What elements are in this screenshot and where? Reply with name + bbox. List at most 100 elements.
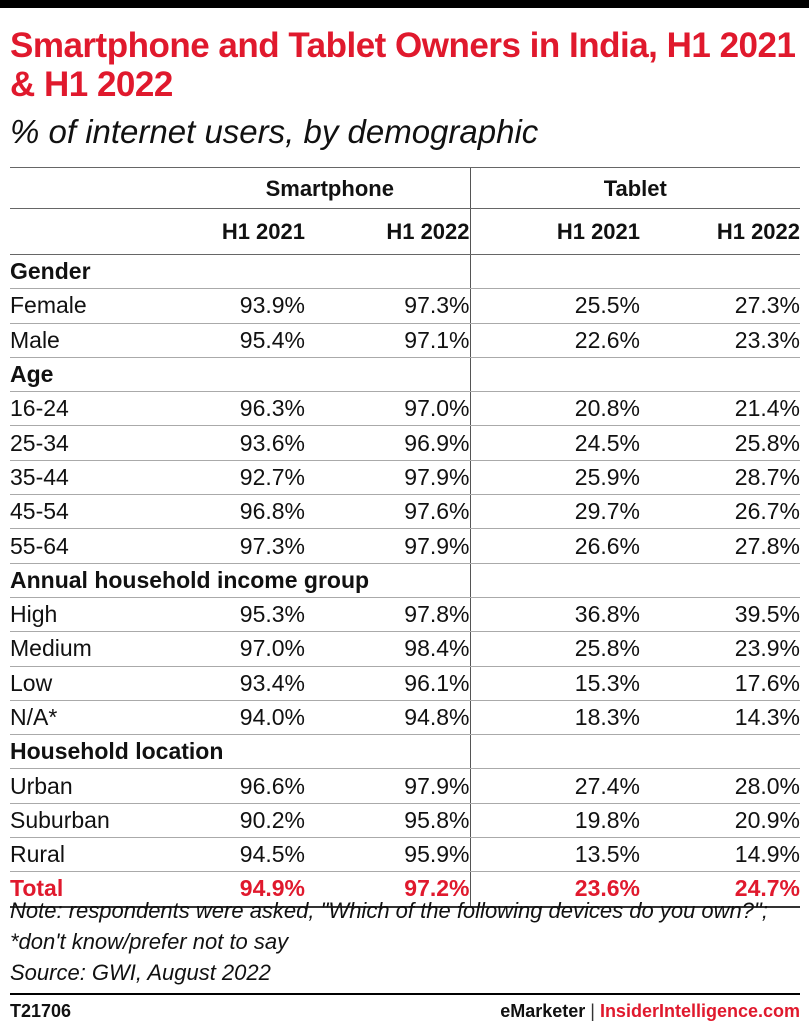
- table-row: Female 93.9% 97.3% 25.5% 27.3%: [10, 288, 801, 324]
- section-filler: [640, 563, 801, 598]
- value-cell: 94.5%: [190, 837, 305, 873]
- section-filler: [469, 357, 641, 393]
- value-cell: 97.3%: [305, 288, 471, 324]
- value-cell: 20.8%: [469, 391, 641, 427]
- row-label: 35-44: [10, 460, 190, 496]
- table-row: Urban 96.6% 97.9% 27.4% 28.0%: [10, 768, 801, 804]
- table-row: 45-54 96.8% 97.6% 29.7% 26.7%: [10, 494, 801, 530]
- value-cell: 93.9%: [190, 288, 305, 324]
- total-row: Total 94.9% 97.2% 23.6% 24.7%: [10, 871, 801, 908]
- value-cell: 97.2%: [305, 871, 471, 908]
- table-row: 25-34 93.6% 96.9% 24.5% 25.8%: [10, 425, 801, 461]
- value-cell: 25.9%: [469, 460, 641, 496]
- row-label: Urban: [10, 768, 190, 804]
- value-cell: 29.7%: [469, 494, 641, 530]
- section-filler: [190, 734, 305, 770]
- column-header: H1 2021: [190, 208, 305, 255]
- value-cell: 26.7%: [640, 494, 801, 530]
- row-label: 55-64: [10, 528, 190, 564]
- section-label: Household location: [10, 734, 223, 770]
- value-cell: 97.0%: [190, 631, 305, 667]
- value-cell: 97.9%: [305, 528, 471, 564]
- value-cell: 97.9%: [305, 768, 471, 804]
- section-row: Annual household income group: [10, 563, 801, 598]
- section-filler: [469, 734, 641, 770]
- value-cell: 97.0%: [305, 391, 471, 427]
- section-filler: [305, 563, 471, 598]
- value-cell: 20.9%: [640, 803, 801, 839]
- column-group-smartphone: Smartphone: [190, 167, 471, 209]
- column-header: H1 2021: [469, 208, 641, 255]
- value-cell: 97.3%: [190, 528, 305, 564]
- column-header: H1 2022: [305, 208, 471, 255]
- chart-subtitle: % of internet users, by demographic: [10, 113, 539, 150]
- section-row: Gender: [10, 254, 801, 290]
- row-label: Rural: [10, 837, 190, 873]
- value-cell: 96.9%: [305, 425, 471, 461]
- value-cell: 14.3%: [640, 700, 801, 736]
- row-label: Medium: [10, 631, 190, 667]
- table-row: N/A* 94.0% 94.8% 18.3% 14.3%: [10, 700, 801, 736]
- column-header: H1 2022: [640, 208, 801, 255]
- chart-code: T21706: [10, 1001, 72, 1021]
- value-cell: 19.8%: [469, 803, 641, 839]
- value-cell: 94.0%: [190, 700, 305, 736]
- row-label: Suburban: [10, 803, 190, 839]
- value-cell: 23.6%: [469, 871, 641, 908]
- section-filler: [305, 357, 471, 393]
- value-cell: 95.9%: [305, 837, 471, 873]
- table-row: 16-24 96.3% 97.0% 20.8% 21.4%: [10, 391, 801, 427]
- value-cell: 96.3%: [190, 391, 305, 427]
- value-cell: 95.4%: [190, 323, 305, 358]
- table-row: High 95.3% 97.8% 36.8% 39.5%: [10, 597, 801, 633]
- value-cell: 14.9%: [640, 837, 801, 873]
- value-cell: 24.7%: [640, 871, 801, 908]
- value-cell: 96.1%: [305, 666, 471, 701]
- column-group-row: Smartphone Tablet: [10, 167, 801, 209]
- row-label: Total: [10, 871, 190, 908]
- brand-line: eMarketer | InsiderIntelligence.com: [500, 1001, 800, 1022]
- value-cell: 97.6%: [305, 494, 471, 530]
- value-cell: 26.6%: [469, 528, 641, 564]
- section-row: Age: [10, 357, 801, 393]
- value-cell: 22.6%: [469, 323, 641, 358]
- value-cell: 23.9%: [640, 631, 801, 667]
- value-cell: 27.3%: [640, 288, 801, 324]
- value-cell: 98.4%: [305, 631, 471, 667]
- row-label: 45-54: [10, 494, 190, 530]
- value-cell: 23.3%: [640, 323, 801, 358]
- table-row: Medium 97.0% 98.4% 25.8% 23.9%: [10, 631, 801, 667]
- value-cell: 25.5%: [469, 288, 641, 324]
- value-cell: 17.6%: [640, 666, 801, 701]
- section-filler: [469, 563, 641, 598]
- value-cell: 97.1%: [305, 323, 471, 358]
- table-row: Male 95.4% 97.1% 22.6% 23.3%: [10, 323, 801, 358]
- footer-rule: [10, 993, 800, 995]
- column-header-row: H1 2021 H1 2022 H1 2021 H1 2022: [10, 208, 801, 255]
- value-cell: 18.3%: [469, 700, 641, 736]
- value-cell: 27.4%: [469, 768, 641, 804]
- section-label: Gender: [10, 254, 190, 290]
- section-label: Annual household income group: [10, 563, 369, 598]
- value-cell: 92.7%: [190, 460, 305, 496]
- section-filler: [190, 254, 305, 290]
- corner-cell: [10, 208, 190, 255]
- table-row: 35-44 92.7% 97.9% 25.9% 28.7%: [10, 460, 801, 496]
- brand-insider-intelligence: InsiderIntelligence.com: [599, 1001, 800, 1021]
- section-label: Age: [10, 357, 190, 393]
- note-text: Note: respondents were asked, "Which of …: [10, 898, 768, 954]
- row-label: Male: [10, 323, 190, 358]
- value-cell: 97.9%: [305, 460, 471, 496]
- section-filler: [305, 254, 471, 290]
- table-row: Suburban 90.2% 95.8% 19.8% 20.9%: [10, 803, 801, 839]
- section-filler: [640, 357, 801, 393]
- value-cell: 28.7%: [640, 460, 801, 496]
- value-cell: 28.0%: [640, 768, 801, 804]
- value-cell: 27.8%: [640, 528, 801, 564]
- value-cell: 97.8%: [305, 597, 471, 633]
- column-group-tablet: Tablet: [469, 167, 801, 209]
- value-cell: 90.2%: [190, 803, 305, 839]
- brand-emarketer: eMarketer: [500, 1001, 586, 1021]
- value-cell: 39.5%: [640, 597, 801, 633]
- table-row: 55-64 97.3% 97.9% 26.6% 27.8%: [10, 528, 801, 564]
